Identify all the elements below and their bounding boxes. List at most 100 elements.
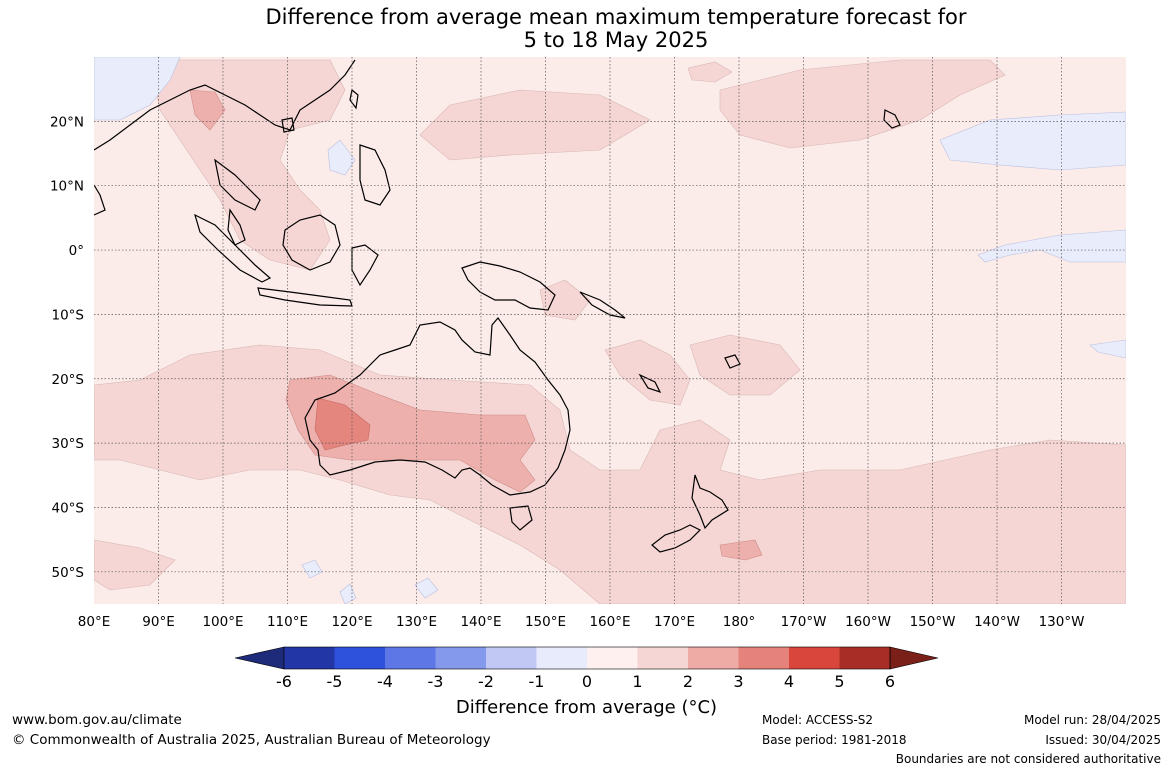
colorbar-segment — [738, 647, 790, 669]
contour-neg-south-3 — [414, 577, 439, 599]
colorbar-segment — [587, 647, 638, 669]
colorbar-tick-label: 6 — [885, 672, 895, 691]
colorbar-outline — [283, 646, 891, 670]
longitude-label: 160°E — [589, 614, 630, 630]
colorbar-tick-label: 5 — [834, 672, 844, 691]
base-period-text: Base period: 1981-2018 — [762, 733, 907, 747]
colorbar-tick-label: 2 — [683, 672, 693, 691]
colorbar-tick-label: -4 — [377, 672, 393, 691]
longitude-label: 140°E — [460, 614, 501, 630]
colorbar-segment — [334, 647, 386, 669]
longitude-label: 130°W — [1039, 614, 1085, 630]
colorbar-segment — [486, 647, 537, 669]
contour-1-2-sw-indian — [94, 539, 176, 591]
coast-solomons — [579, 291, 626, 319]
latitude-labels: 20°N 10°N 0° 10°S 20°S 30°S 40°S 50°S — [50, 114, 84, 580]
colorbar-tick-label: 0 — [582, 672, 592, 691]
contour-2-3-indochina — [189, 89, 226, 131]
issued-text: Issued: 30/04/2025 — [1045, 733, 1161, 747]
coast-asia-mainland — [94, 59, 356, 246]
colorbar-segment — [789, 647, 840, 669]
model-run-text: Model run: 28/04/2025 — [1023, 713, 1161, 727]
contour-1-2-north-pacific — [419, 89, 651, 161]
colorbar-segment — [839, 647, 891, 669]
contour-neg-equatorial — [977, 229, 1126, 263]
longitude-label: 80°E — [78, 614, 110, 630]
latitude-label: 20°N — [50, 114, 84, 130]
coast-taiwan — [349, 88, 359, 110]
longitude-label: 150°E — [525, 614, 566, 630]
latitude-label: 10°S — [52, 307, 85, 323]
colorbar-tick-label: 1 — [632, 672, 642, 691]
coast-australia — [304, 317, 571, 496]
colorbar-tick-label: -2 — [478, 672, 494, 691]
colorbar-segment — [536, 647, 588, 669]
coast-hainan — [281, 117, 295, 133]
contour-1-2-north-blob — [687, 61, 733, 83]
longitude-label: 100°E — [202, 614, 243, 630]
contour-1-2-fiji — [689, 334, 801, 396]
coast-new-guinea — [461, 261, 556, 311]
colorbar-tick-label: -6 — [276, 672, 292, 691]
gridlines — [94, 57, 1126, 604]
map-title-line1: Difference from average mean maximum tem… — [265, 5, 967, 29]
contour-3-4-wa — [314, 397, 371, 451]
copyright-text: © Commonwealth of Australia 2025, Austra… — [12, 732, 491, 748]
longitude-labels: 80°E 90°E 100°E 110°E 120°E 130°E 140°E 150°E 16… — [78, 614, 1085, 630]
latitude-label: 10°N — [50, 179, 84, 195]
colorbar-high-extend — [889, 646, 939, 670]
coast-hawaii — [883, 109, 901, 129]
coast-fiji — [724, 354, 741, 369]
contour-1-2-hawaii — [719, 59, 1006, 149]
contour-1-2-coral-sea — [604, 339, 691, 406]
coast-india-east — [94, 184, 106, 216]
contour-2-3-australia — [285, 374, 536, 493]
contour-1-2-new-guinea — [539, 279, 591, 321]
longitude-label: 120°E — [331, 614, 372, 630]
colorbar-segment — [385, 647, 436, 669]
contour-neg-philippines — [327, 139, 356, 176]
colorbar-title: Difference from average (°C) — [455, 697, 718, 718]
latitude-label: 40°S — [52, 500, 85, 516]
colorbar-segment — [284, 647, 335, 669]
model-text: Model: ACCESS-S2 — [762, 713, 874, 727]
coast-philippines — [359, 144, 391, 206]
longitude-label: 170°W — [781, 614, 827, 630]
colorbar-tick-label: 4 — [784, 672, 794, 691]
colorbar-tick-label: -5 — [327, 672, 343, 691]
coast-sulawesi — [351, 244, 379, 287]
longitude-label: 130°E — [396, 614, 437, 630]
coast-borneo — [282, 214, 341, 271]
longitude-label: 140°W — [974, 614, 1020, 630]
longitude-label: 150°W — [910, 614, 956, 630]
coast-nz-north — [691, 474, 729, 530]
coast-new-caledonia — [638, 373, 662, 394]
map-title-line2: 5 to 18 May 2025 — [523, 28, 709, 52]
colorbar — [234, 646, 939, 670]
latitude-label: 30°S — [52, 436, 85, 452]
longitude-label: 180° — [723, 614, 756, 630]
latitude-label: 0° — [69, 243, 84, 259]
colorbar-tick-label: 3 — [733, 672, 743, 691]
latitude-label: 50°S — [52, 565, 85, 581]
colorbar-tick-label: -3 — [428, 672, 444, 691]
contour-neg-ne-pacific — [939, 111, 1126, 171]
coast-sumatra — [194, 213, 272, 283]
coastlines — [94, 59, 901, 553]
colorbar-tick-labels: -6 -5 -4 -3 -2 -1 0 1 2 3 4 5 6 — [276, 672, 895, 691]
longitude-label: 110°E — [267, 614, 308, 630]
longitude-label: 90°E — [142, 614, 174, 630]
colorbar-low-extend — [234, 646, 285, 670]
coast-tasmania — [509, 505, 533, 531]
contour-neg-nw-corner — [94, 57, 181, 121]
disclaimer-text: Boundaries are not considered authoritat… — [895, 752, 1161, 766]
latitude-label: 20°S — [52, 372, 85, 388]
coast-nz-south — [651, 524, 702, 553]
anomaly-contours — [94, 57, 1126, 604]
colorbar-segment — [637, 647, 689, 669]
contour-neg-east-south — [1089, 339, 1126, 359]
longitude-label: 170°E — [654, 614, 695, 630]
website-link[interactable]: www.bom.gov.au/climate — [12, 712, 182, 728]
longitude-label: 160°W — [845, 614, 891, 630]
